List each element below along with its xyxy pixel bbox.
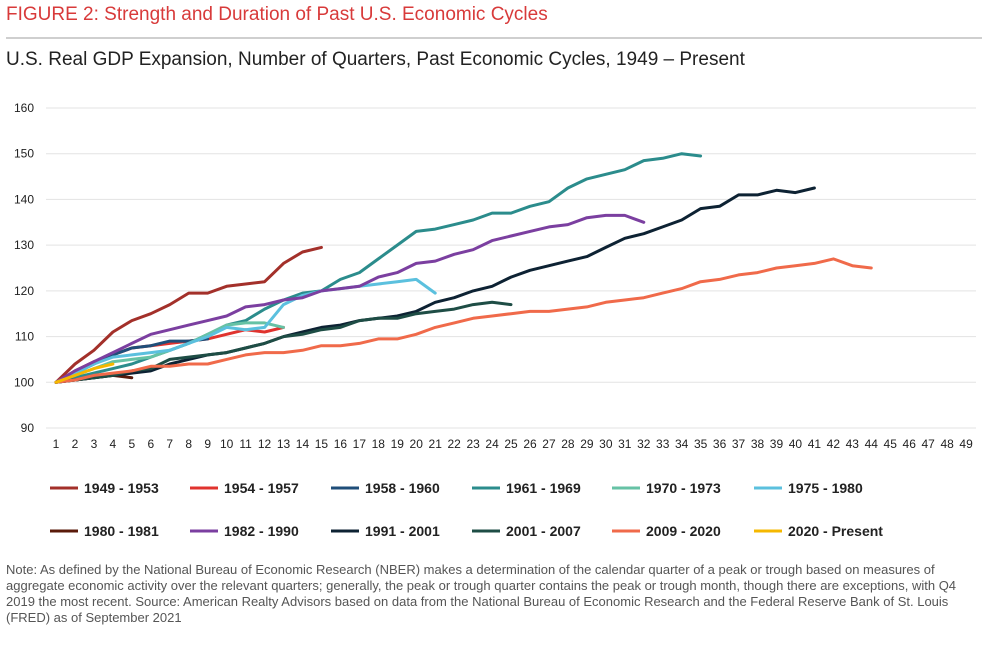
x-tick-label: 5 (128, 437, 135, 451)
legend-label: 2020 - Present (788, 523, 883, 539)
series-line (54, 257, 873, 384)
x-tick-label: 8 (185, 437, 192, 451)
legend-label: 1980 - 1981 (84, 523, 159, 539)
x-tick-label: 33 (656, 437, 670, 451)
x-tick-label: 7 (166, 437, 173, 451)
x-tick-label: 41 (808, 437, 822, 451)
legend-label: 1991 - 2001 (365, 523, 440, 539)
x-tick-label: 11 (239, 437, 252, 451)
legend-label: 1949 - 1953 (84, 480, 159, 496)
x-tick-label: 2 (72, 437, 79, 451)
x-tick-label: 19 (391, 437, 405, 451)
x-tick-label: 18 (372, 437, 386, 451)
series-line (54, 186, 816, 384)
x-tick-label: 37 (732, 437, 746, 451)
x-tick-label: 24 (485, 437, 499, 451)
x-tick-label: 13 (277, 437, 291, 451)
x-tick-label: 14 (296, 437, 310, 451)
x-tick-label: 47 (921, 437, 935, 451)
x-tick-label: 30 (599, 437, 613, 451)
series-line (54, 277, 437, 384)
y-tick-label: 90 (21, 421, 35, 435)
x-tick-label: 17 (353, 437, 367, 451)
x-tick-label: 20 (410, 437, 424, 451)
x-tick-label: 26 (523, 437, 537, 451)
x-tick-label: 27 (542, 437, 556, 451)
x-tick-label: 15 (315, 437, 329, 451)
x-tick-label: 48 (940, 437, 954, 451)
x-tick-label: 3 (91, 437, 98, 451)
x-tick-label: 16 (334, 437, 348, 451)
y-tick-label: 160 (14, 101, 34, 115)
x-tick-label: 35 (694, 437, 708, 451)
legend-label: 1982 - 1990 (224, 523, 299, 539)
x-tick-label: 28 (561, 437, 575, 451)
x-tick-label: 36 (713, 437, 727, 451)
x-tick-label: 22 (447, 437, 461, 451)
x-tick-label: 25 (504, 437, 518, 451)
x-tick-label: 43 (846, 437, 860, 451)
chart-title: U.S. Real GDP Expansion, Number of Quart… (6, 49, 745, 70)
x-tick-label: 21 (429, 437, 443, 451)
x-tick-label: 1 (53, 437, 60, 451)
x-tick-label: 45 (884, 437, 898, 451)
legend-label: 1975 - 1980 (788, 480, 863, 496)
legend-label: 1954 - 1957 (224, 480, 299, 496)
x-tick-label: 49 (959, 437, 973, 451)
y-tick-label: 120 (14, 284, 34, 298)
y-tick-label: 110 (15, 330, 34, 344)
legend-label: 1958 - 1960 (365, 480, 440, 496)
y-tick-label: 130 (14, 238, 34, 252)
x-tick-label: 4 (110, 437, 117, 451)
x-tick-label: 38 (751, 437, 765, 451)
note: Note: As defined by the National Bureau … (6, 562, 957, 625)
y-tick-label: 140 (14, 192, 34, 206)
x-tick-label: 42 (827, 437, 841, 451)
y-tick-label: 150 (14, 147, 34, 161)
x-tick-label: 31 (618, 437, 632, 451)
series-line (54, 213, 646, 384)
figure-title: FIGURE 2: Strength and Duration of Past … (6, 4, 548, 25)
divider (6, 37, 982, 39)
series-line (54, 245, 323, 384)
x-tick-label: 40 (789, 437, 803, 451)
legend-label: 2001 - 2007 (506, 523, 581, 539)
legend-label: 1970 - 1973 (646, 480, 721, 496)
x-tick-label: 10 (220, 437, 234, 451)
y-tick-label: 100 (14, 375, 34, 389)
series-line (54, 152, 703, 384)
x-tick-label: 39 (770, 437, 784, 451)
x-tick-label: 12 (258, 437, 272, 451)
x-tick-label: 23 (466, 437, 480, 451)
x-tick-label: 32 (637, 437, 651, 451)
series-line (54, 362, 115, 384)
x-tick-label: 46 (903, 437, 917, 451)
x-tick-label: 9 (204, 437, 211, 451)
x-tick-label: 29 (580, 437, 594, 451)
x-tick-label: 6 (147, 437, 154, 451)
x-tick-label: 44 (865, 437, 879, 451)
legend-label: 1961 - 1969 (506, 480, 581, 496)
legend-label: 2009 - 2020 (646, 523, 721, 539)
x-tick-label: 34 (675, 437, 689, 451)
